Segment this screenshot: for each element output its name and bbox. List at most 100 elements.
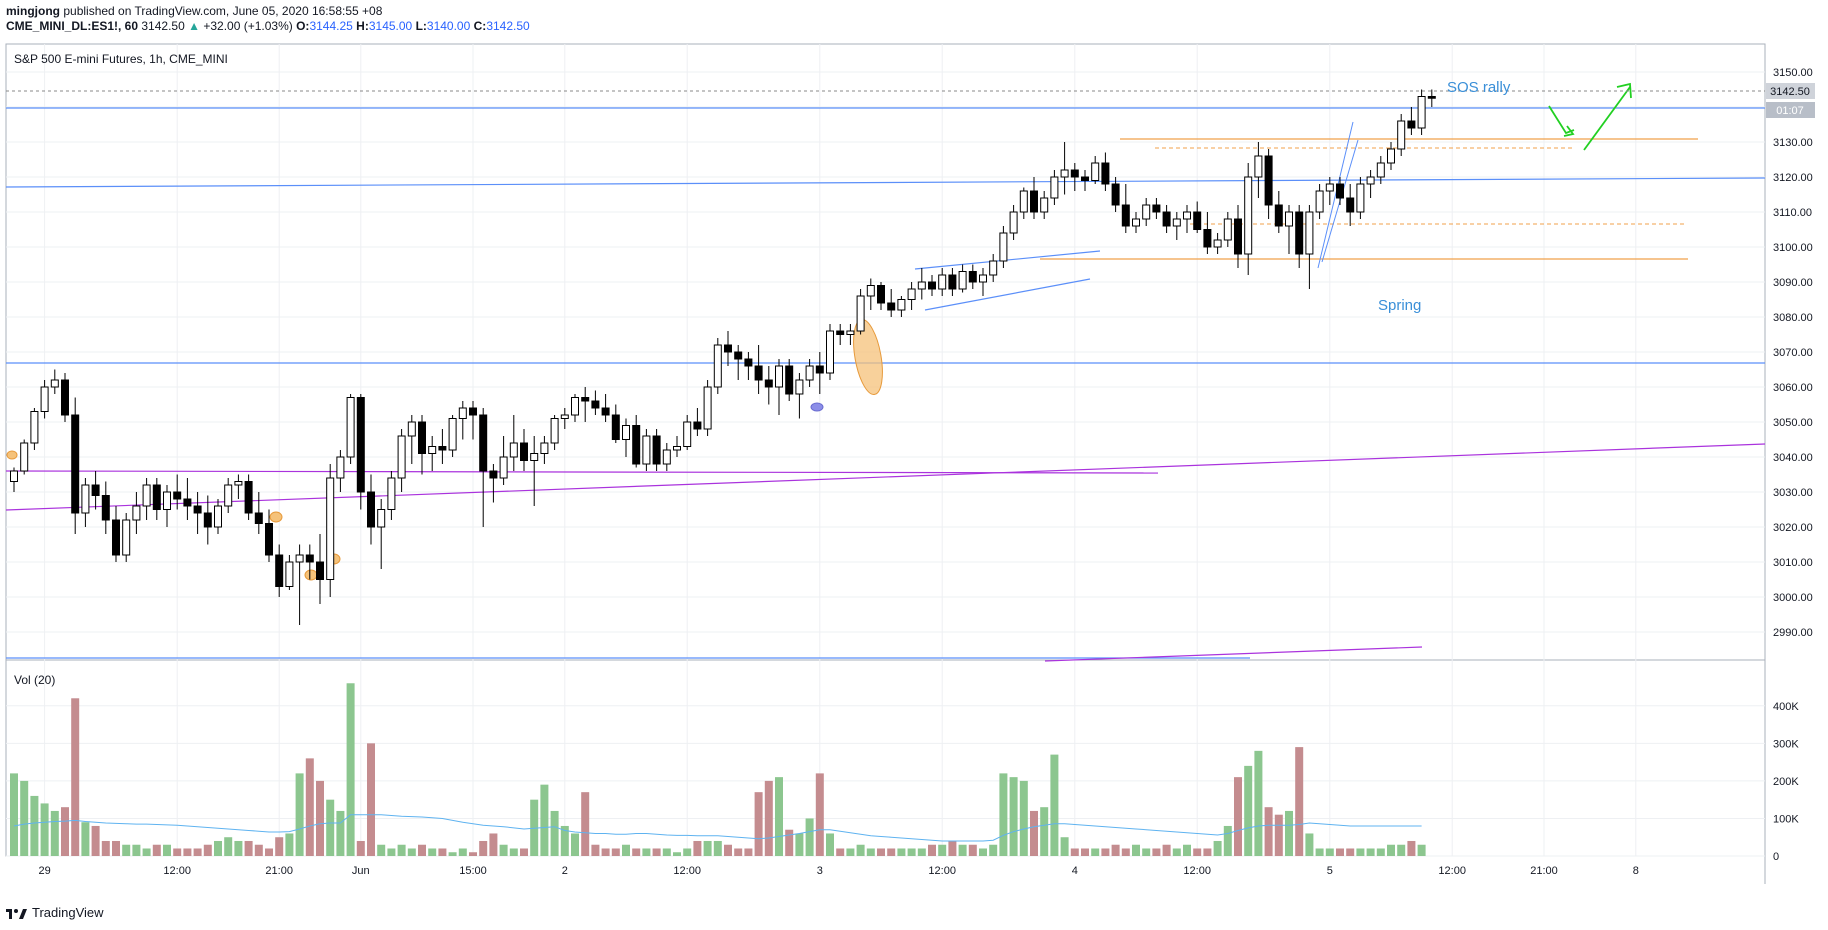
time-tick-label: 12:00 xyxy=(928,865,956,877)
candle-body xyxy=(1050,176,1059,199)
volume-bar xyxy=(50,810,59,856)
volume-bar xyxy=(652,848,661,856)
candle-body xyxy=(377,509,386,528)
price-tick-label: 3020.00 xyxy=(1773,522,1813,534)
series-legend[interactable]: S&P 500 E-mini Futures, 1h, CME_MINI xyxy=(14,52,228,66)
candle-body xyxy=(1162,211,1171,227)
candle-body xyxy=(448,418,457,451)
sos-rally-label: SOS rally xyxy=(1447,79,1511,96)
candle-body xyxy=(1285,211,1293,227)
volume-bar xyxy=(713,840,722,856)
volume-bar xyxy=(703,840,712,856)
price-change: +32.00 (+1.03%) xyxy=(203,19,293,33)
candle-body xyxy=(203,512,212,528)
candle-body xyxy=(968,271,977,283)
volume-bar xyxy=(173,848,182,856)
volume-bar xyxy=(775,777,783,856)
volume-bar xyxy=(826,833,834,856)
candle-body xyxy=(979,274,987,283)
price-axis: 2990.00 3000.00 3010.00 3020.00 3030.00 3040.… xyxy=(1773,67,1813,639)
close-label: C: xyxy=(473,19,487,33)
candle-body xyxy=(1172,218,1181,227)
countdown-tag xyxy=(1766,102,1815,118)
volume-bar xyxy=(815,773,824,856)
volume-tick-label: 200K xyxy=(1773,776,1799,788)
time-tick-label: Jun xyxy=(352,865,370,877)
volume-bar xyxy=(224,837,233,856)
candle-body xyxy=(1121,204,1130,227)
time-tick-label: 12:00 xyxy=(673,865,701,877)
volume-bar xyxy=(734,848,743,856)
volume-bar xyxy=(1070,848,1079,856)
marker-orange-4 xyxy=(6,450,18,460)
volume-bar xyxy=(1030,810,1038,856)
candle-body xyxy=(489,470,498,479)
time-tick-label: 12:00 xyxy=(163,865,191,877)
volume-bar xyxy=(1346,848,1355,856)
volume-bar xyxy=(1040,807,1049,856)
time-tick-label: 8 xyxy=(1633,865,1639,877)
volume-bar xyxy=(948,840,957,856)
volume-bar xyxy=(10,773,18,856)
volume-bar xyxy=(805,818,814,856)
symbol-label[interactable]: CME_MINI_DL:ES1!, 60 xyxy=(6,19,139,33)
open-label: O: xyxy=(296,19,310,33)
time-tick-label: 5 xyxy=(1327,865,1333,877)
candle-body xyxy=(101,495,110,521)
volume-bar xyxy=(1193,848,1202,856)
candle-body xyxy=(1060,169,1069,178)
volume-bar xyxy=(163,844,171,856)
candle-body xyxy=(122,519,131,556)
volume-bar xyxy=(683,848,692,856)
candle-body xyxy=(10,470,18,482)
candle-body xyxy=(826,330,834,374)
candle-body xyxy=(112,519,120,556)
volume-bar xyxy=(846,848,855,856)
spring-label: Spring xyxy=(1378,297,1421,314)
volume-bar xyxy=(407,848,416,856)
price-tick-label: 3130.00 xyxy=(1773,137,1813,149)
channel-line-bottom xyxy=(1044,646,1423,662)
candle-body xyxy=(1244,176,1253,255)
volume-bar xyxy=(479,840,488,856)
volume-bar xyxy=(601,848,610,856)
price-tick-label: 2990.00 xyxy=(1773,627,1813,639)
candle-body xyxy=(1397,120,1406,150)
candle-body xyxy=(693,421,702,430)
volume-bar xyxy=(897,848,906,856)
marker-blue xyxy=(810,402,824,412)
current-price-value: 3142.50 xyxy=(1770,86,1810,98)
candle-body xyxy=(163,491,171,510)
candle-body xyxy=(1336,183,1344,199)
volume-bar xyxy=(958,844,967,856)
publish-info: mingjong published on TradingView.com, J… xyxy=(6,4,530,19)
volume-bar xyxy=(560,825,569,856)
candle-body xyxy=(795,379,804,395)
volume-legend[interactable]: Vol (20) xyxy=(14,673,55,687)
brand-footer[interactable]: TradingView xyxy=(6,905,104,920)
candle-body xyxy=(152,484,161,510)
time-tick-label: 3 xyxy=(817,865,823,877)
price-tick-label: 3010.00 xyxy=(1773,557,1813,569)
volume-bar xyxy=(642,848,651,856)
candle-body xyxy=(928,281,936,290)
candle-body xyxy=(642,435,651,465)
candle-body xyxy=(1070,169,1079,178)
volume-bar xyxy=(285,833,294,856)
candle-body xyxy=(428,446,437,454)
volume-bar xyxy=(91,825,100,856)
volume-bar xyxy=(1244,765,1253,856)
author-name[interactable]: mingjong xyxy=(6,4,60,18)
volume-bar xyxy=(1366,848,1375,856)
volume-bar xyxy=(1407,840,1416,856)
volume-bar xyxy=(622,844,630,856)
candle-body xyxy=(1427,96,1436,99)
volume-bar xyxy=(1091,848,1100,856)
volume-bar xyxy=(1132,844,1140,856)
candle-body xyxy=(1346,197,1355,213)
volume-bar xyxy=(1264,807,1273,856)
volume-bar xyxy=(764,780,773,856)
candle-body xyxy=(907,288,916,300)
price-tick-label: 3100.00 xyxy=(1773,242,1813,254)
